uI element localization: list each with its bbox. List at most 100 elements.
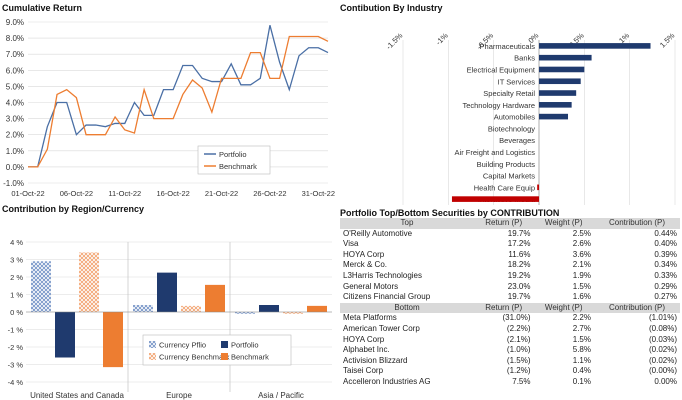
securities-table: Top Return (P) Weight (P) Contribution (P) O… bbox=[340, 218, 680, 388]
y-tick-label: 4 % bbox=[10, 238, 23, 247]
table-cell: 0.44% bbox=[654, 228, 677, 238]
table-cell: Activision Blizzard bbox=[343, 355, 408, 365]
legend-box bbox=[142, 334, 292, 366]
table-cell: 19.7% bbox=[507, 228, 531, 238]
table-cell: 0.33% bbox=[654, 270, 677, 280]
y-tick-label: 7.0% bbox=[6, 50, 24, 59]
table-cell: (2.2%) bbox=[506, 323, 531, 333]
table-cell: American Tower Corp bbox=[343, 323, 420, 333]
table-cell: General Motors bbox=[343, 281, 399, 291]
category-label: Beverages bbox=[499, 136, 535, 145]
y-tick-label: 0 % bbox=[10, 308, 23, 317]
securities-table-title: Portfolio Top/Bottom Securities by CONTR… bbox=[340, 208, 560, 218]
region-bar-portfolio bbox=[157, 272, 177, 312]
table-cell: 18.2% bbox=[507, 260, 531, 270]
table-cell: 3.6% bbox=[572, 249, 591, 259]
y-tick-label: -1 % bbox=[8, 326, 24, 335]
table-cell: (0.02%) bbox=[648, 355, 677, 365]
region-bar-currency-benchmark bbox=[283, 312, 303, 314]
y-tick-label: 9.0% bbox=[6, 18, 24, 27]
table-cell: (1.5%) bbox=[506, 355, 531, 365]
x-tick-label: 31-Oct-22 bbox=[302, 189, 335, 198]
x-tick-label: 1% bbox=[617, 31, 631, 45]
industry-bar bbox=[539, 102, 572, 108]
x-tick-label: 01-Oct-22 bbox=[11, 189, 44, 198]
industry-bar bbox=[539, 54, 592, 61]
category-label: Biotechnology bbox=[488, 124, 535, 133]
table-cell: 2.5% bbox=[572, 228, 591, 238]
legend-label: Currency Pflio bbox=[159, 341, 206, 350]
category-label: Electrical Equipment bbox=[467, 65, 536, 74]
table-row: Taisei Corp (1.2%) 0.4% (0.00%) bbox=[340, 366, 680, 377]
cumulative-return-panel: Cumulative Return 9.0% 8.0% 7.0% 6.0% 5.0% 4.… bbox=[0, 0, 336, 205]
table-cell: Meta Platforms bbox=[343, 313, 397, 323]
table-cell: (0.00%) bbox=[648, 366, 677, 376]
cumulative-return-chart: 9.0% 8.0% 7.0% 6.0% 5.0% 4.0% 3.0% 2.0% 1.0% 0.0%… bbox=[3, 18, 335, 198]
table-cell: 0.27% bbox=[654, 292, 677, 302]
industry-bar bbox=[451, 196, 539, 202]
table-cell: (0.02%) bbox=[648, 345, 677, 355]
table-row: L3Harris Technologies 19.2% 1.9% 0.33% bbox=[340, 271, 680, 282]
category-label: Automobiles bbox=[494, 113, 536, 122]
y-tick-label: 0.0% bbox=[6, 163, 24, 172]
region-bar-benchmark bbox=[103, 312, 123, 368]
region-bar-currency-benchmark bbox=[181, 305, 201, 312]
table-cell: L3Harris Technologies bbox=[343, 270, 423, 280]
table-cell: 1.5% bbox=[572, 334, 591, 344]
category-label: United States and Canada bbox=[30, 391, 124, 400]
table-cell: 0.34% bbox=[654, 260, 677, 270]
industry-contribution-chart: -1.5% -1% -0.5% 0% 0.5% 1% 1.5%Pharmaceuticals… bbox=[384, 31, 677, 205]
y-tick-label: 3.0% bbox=[6, 115, 24, 124]
y-tick-label: 3 % bbox=[10, 256, 23, 265]
category-label: Capital Markets bbox=[483, 172, 535, 181]
table-cell: Contribution (P) bbox=[593, 302, 680, 314]
table-row: Citizens Financial Group 19.7% 1.6% 0.27% bbox=[340, 292, 680, 303]
legend-label: Currency Benchmark bbox=[159, 353, 230, 362]
table-cell: (0.08%) bbox=[648, 323, 677, 333]
legend-swatch bbox=[221, 353, 228, 360]
table-header-top: Top Return (P) Weight (P) Contribution (P) bbox=[340, 218, 680, 229]
region-bar-portfolio bbox=[259, 305, 279, 312]
category-label: Pharmaceuticals bbox=[480, 42, 536, 51]
category-label: Building Products bbox=[477, 160, 536, 169]
table-cell: O'Reilly Automotive bbox=[343, 228, 413, 238]
series-line-benchmark bbox=[28, 35, 329, 168]
legend-label: Benchmark bbox=[231, 353, 269, 362]
table-row: Visa 17.2% 2.6% 0.40% bbox=[340, 239, 680, 250]
x-tick-label: 21-Oct-22 bbox=[205, 189, 238, 198]
y-tick-label: -2 % bbox=[8, 343, 24, 352]
y-tick-label: 6.0% bbox=[6, 66, 24, 75]
table-cell: Contribution (P) bbox=[593, 218, 680, 229]
region-bar-currency-pflio bbox=[133, 305, 153, 312]
industry-contribution-panel: Contibution By Industry -1.5% -1% -0.5% 0% 0… bbox=[336, 0, 682, 210]
table-cell: 1.5% bbox=[572, 281, 591, 291]
x-tick-label: 26-Oct-22 bbox=[253, 189, 286, 198]
legend-label: Benchmark bbox=[219, 162, 257, 171]
table-row: Meta Platforms (31.0%) 2.2% (1.01%) bbox=[340, 313, 680, 324]
region-bar-portfolio bbox=[55, 312, 75, 358]
table-cell: (1.2%) bbox=[506, 366, 531, 376]
table-row: Alphabet Inc. (1.0%) 5.8% (0.02%) bbox=[340, 345, 680, 356]
category-label: Banks bbox=[514, 54, 535, 63]
region-bar-currency-pflio bbox=[235, 312, 255, 314]
y-tick-label: 4.0% bbox=[6, 99, 24, 108]
table-row: Merck & Co. 18.2% 2.1% 0.34% bbox=[340, 260, 680, 271]
table-cell: (31.0%) bbox=[502, 313, 531, 323]
table-cell: 2.7% bbox=[572, 323, 591, 333]
legend-swatch bbox=[221, 341, 228, 348]
y-tick-label: -4 % bbox=[8, 378, 24, 387]
industry-bar bbox=[539, 90, 577, 96]
x-tick-label: 1.5% bbox=[658, 31, 677, 50]
y-tick-label: 2.0% bbox=[6, 131, 24, 140]
table-cell: 7.5% bbox=[512, 376, 531, 386]
table-cell: 23.0% bbox=[507, 281, 531, 291]
industry-contribution-title: Contibution By Industry bbox=[340, 3, 443, 13]
x-tick-label: 11-Oct-22 bbox=[108, 189, 141, 198]
industry-bar bbox=[539, 113, 569, 120]
table-cell: 0.1% bbox=[572, 376, 591, 386]
table-cell: 2.1% bbox=[572, 260, 591, 270]
category-label: Specialty Retail bbox=[483, 89, 535, 98]
y-tick-label: 5.0% bbox=[6, 82, 24, 91]
x-tick-label: -1% bbox=[434, 31, 450, 47]
table-cell: Citizens Financial Group bbox=[343, 292, 431, 302]
